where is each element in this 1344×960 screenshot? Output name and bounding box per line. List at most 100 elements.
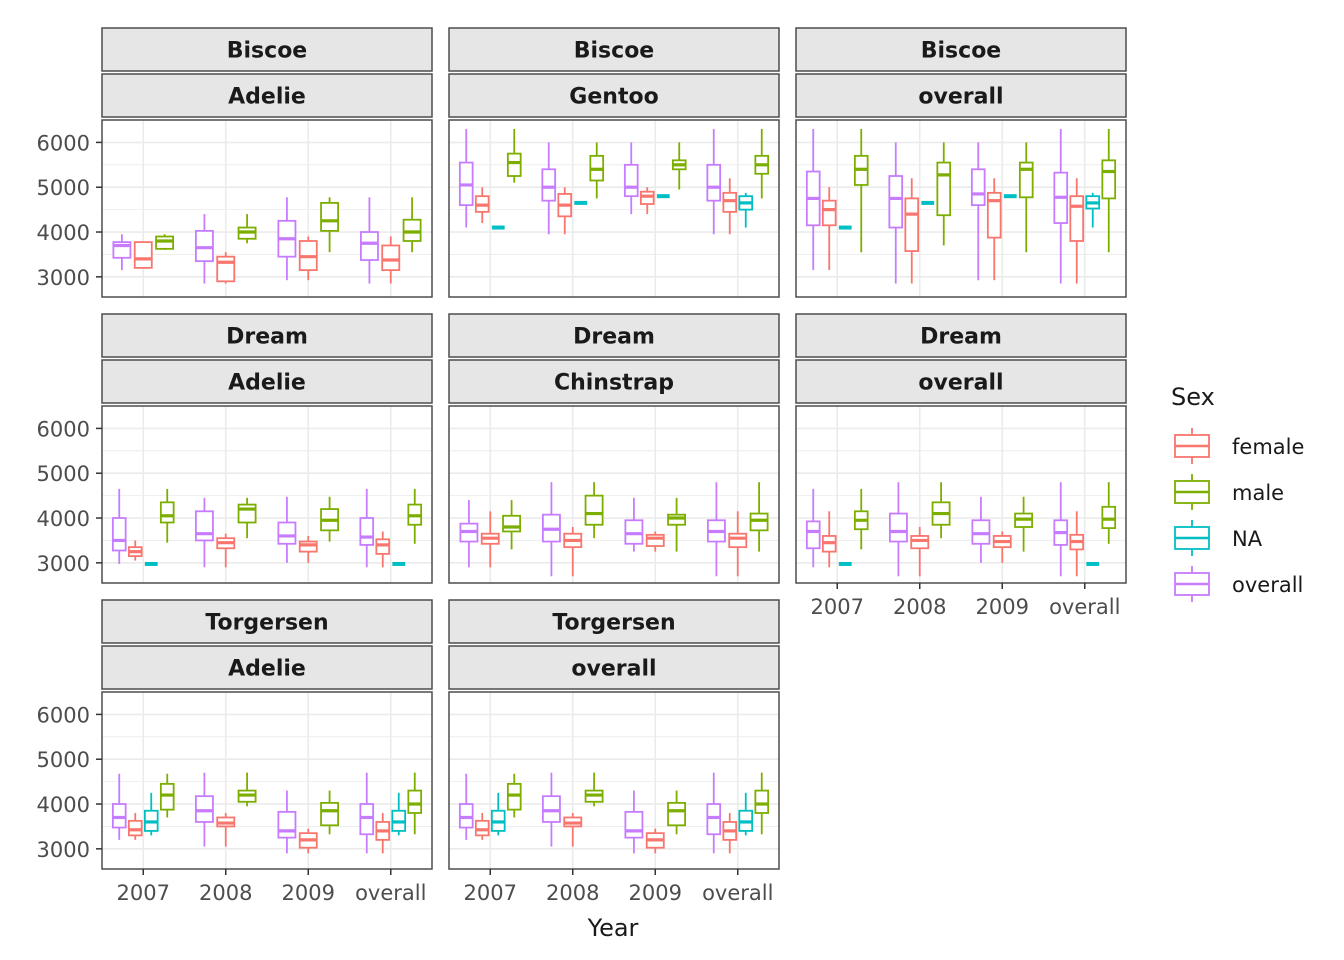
box-body: [728, 532, 748, 549]
box-body: [277, 810, 297, 839]
box-2009-overall: [624, 790, 644, 854]
x-tick-label: 2008: [893, 595, 946, 619]
box-body: [645, 533, 665, 547]
y-tick-label: 4000: [37, 221, 90, 245]
panel-biscoe-gentoo: Biscoe Gentoo: [448, 27, 780, 298]
plot-area: [102, 120, 432, 297]
legend-entry-label: male: [1232, 481, 1284, 505]
box-2008-male: [237, 772, 257, 807]
box-body: [667, 513, 687, 526]
strip-species-label: Gentoo: [569, 85, 658, 110]
box-body: [904, 197, 920, 252]
box-body: [986, 191, 1002, 239]
box-overall-male: [1101, 128, 1117, 253]
box-2007-male: [159, 773, 175, 818]
box-body: [706, 803, 722, 836]
y-tick-label: 3000: [37, 266, 90, 290]
box-2008-overall: [194, 772, 214, 847]
box-2007-overall: [805, 488, 821, 568]
box-2007-male: [506, 128, 522, 183]
y-tick-label: 3000: [37, 552, 90, 576]
box-2008-overall: [541, 482, 561, 577]
box-overall-na: [738, 792, 754, 836]
box-2007-male: [506, 773, 522, 818]
box-2007-overall: [459, 500, 479, 568]
box-2007-overall: [805, 128, 821, 271]
box-2007-female: [480, 511, 500, 568]
strip-species-bg: [448, 359, 780, 404]
box-2008-male: [237, 497, 257, 539]
box-2007-male: [155, 234, 175, 250]
box-body: [194, 230, 214, 263]
box-2008-overall: [888, 142, 904, 284]
box-body: [155, 235, 175, 250]
box-body: [667, 802, 687, 827]
x-tick-label: 2007: [464, 881, 517, 905]
box-2007-overall: [112, 234, 132, 271]
strip-species-bg: [101, 645, 433, 690]
box-2007-overall: [111, 488, 127, 564]
strip-island-bg: [448, 27, 780, 72]
x-tick-label: 2007: [117, 881, 170, 905]
box-body: [706, 163, 722, 202]
box-2008-female: [216, 812, 236, 847]
box-overall-overall: [1053, 482, 1069, 577]
strip-island-label: Torgersen: [552, 611, 675, 636]
box-2008-female: [216, 533, 236, 568]
box-2008-overall: [541, 772, 561, 847]
box-2007-male: [159, 488, 175, 543]
box-body: [111, 803, 127, 829]
box-2009-male: [320, 790, 340, 835]
y-tick-label: 6000: [37, 131, 90, 155]
strip-species-bg: [101, 73, 433, 118]
box-body: [623, 163, 639, 198]
legend-title: Sex: [1171, 383, 1215, 411]
box-overall-female: [381, 236, 401, 284]
box-overall-female: [722, 812, 738, 854]
y-tick-label: 3000: [37, 838, 90, 862]
box-body: [541, 795, 561, 823]
legend-entry-na: NA: [1174, 520, 1263, 556]
box-overall-female: [375, 812, 391, 854]
box-overall-overall: [706, 482, 726, 577]
box-body: [127, 819, 143, 837]
legend-entry-label: NA: [1232, 527, 1263, 551]
box-body: [936, 161, 952, 217]
box-overall-female: [375, 531, 391, 568]
y-tick-label: 5000: [37, 462, 90, 486]
box-overall-female: [1069, 178, 1085, 284]
x-tick-label: 2007: [811, 595, 864, 619]
box-body: [722, 191, 738, 213]
box-overall-na: [391, 792, 407, 836]
box-2009-overall: [277, 197, 297, 281]
box-overall-na: [1085, 192, 1101, 228]
y-tick-label: 4000: [37, 507, 90, 531]
strip-island-label: Biscoe: [574, 39, 654, 64]
box-2009-female: [645, 531, 665, 552]
box-body: [159, 782, 175, 811]
strip-species-label: Adelie: [228, 657, 306, 682]
box-2007-female: [474, 812, 490, 840]
box-body: [541, 168, 557, 202]
strip-species-label: Adelie: [228, 85, 306, 110]
box-body: [359, 803, 375, 836]
box-overall-overall: [1053, 128, 1069, 284]
strip-species-label: Adelie: [228, 371, 306, 396]
x-tick-label: overall: [702, 881, 773, 905]
box-body: [639, 190, 655, 205]
box-2009-female: [992, 531, 1012, 563]
strip-island-label: Dream: [226, 325, 308, 350]
box-body: [402, 218, 422, 242]
legend-entry-label: female: [1232, 435, 1304, 459]
strip-island-label: Dream: [573, 325, 655, 350]
box-overall-male: [402, 197, 422, 253]
box-body: [584, 494, 604, 526]
box-body: [359, 231, 379, 261]
box-overall-male: [749, 482, 769, 552]
y-tick-label: 4000: [37, 793, 90, 817]
panel-torgersen-adelie: Torgersen Adelie 3000 4000 5000 6000 2007 2008 2…: [37, 599, 433, 905]
box-2007-na: [490, 792, 506, 836]
x-tick-label: 2009: [629, 881, 682, 905]
box-2007-female: [821, 187, 837, 271]
